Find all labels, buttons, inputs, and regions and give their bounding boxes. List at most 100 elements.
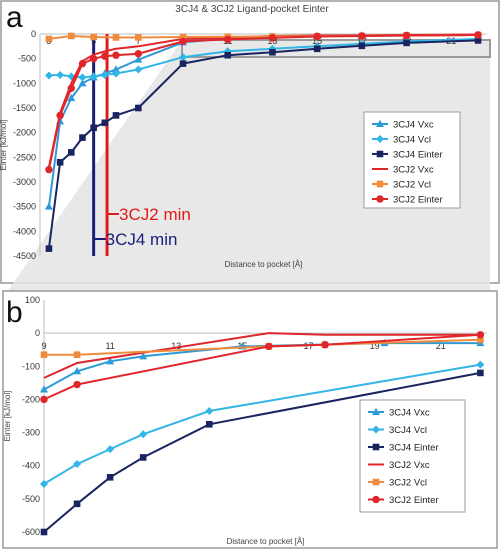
legend-b-label-3cj2-vcl: 3CJ2 Vcl (389, 477, 427, 488)
legend-a-label-3cj2-vxc: 3CJ2 Vxc (393, 164, 434, 175)
chart-a-y-tick: -4500 (13, 251, 36, 261)
chart-b-x-tick: 11 (105, 341, 114, 351)
panel-a-letter: a (6, 1, 23, 34)
chart-b-point-3cj4-vcl (40, 479, 48, 488)
legend-b-marker-3cj4-vcl (372, 425, 380, 434)
chart-b-y-tick: -400 (22, 461, 40, 471)
chart-a-point-3cj4-vcl (78, 73, 87, 82)
chart-a-point-3cj2-einter (45, 165, 53, 174)
chart-a-point-3cj4-einter (313, 45, 321, 53)
chart-b-y-tick: 100 (25, 295, 40, 305)
chart-a-point-3cj2-einter (224, 35, 232, 44)
chart-a-y-tick: -2500 (13, 152, 36, 162)
chart-b-y-tick: -500 (22, 494, 40, 504)
chart-b-x-axis-title: Distance to pocket [Å] (227, 537, 305, 546)
chart-a-x-tick: 7 (136, 36, 141, 46)
legend-a-items: 3CJ4 Vxc 3CJ4 Vcl 3CJ4 Einter 3CJ2 Vxc 3CJ2 … (372, 119, 443, 205)
chart-a-point-3cj4-einter (403, 39, 410, 47)
chart-a-annotation-3cj2-min: 3CJ2 min (119, 205, 191, 224)
legend-b-marker-3cj2-einter (372, 495, 380, 504)
chart-b-line-3cj4-vcl (43, 363, 481, 485)
legend-a-marker-3cj2-einter (376, 195, 384, 203)
chart-a-point-3cj4-einter (101, 119, 109, 127)
chart-b-point-3cj4-einter (73, 500, 81, 508)
chart-a-point-3cj2-einter (179, 37, 187, 46)
chart-b-point-3cj4-einter (106, 474, 114, 481)
chart-a-point-3cj2-einter (268, 34, 277, 42)
chart-b-x-tick: 13 (171, 341, 181, 351)
chart-a-y-axis-title: Einter [kJ/mol] (0, 120, 8, 171)
chart-a-point-3cj4-einter (135, 104, 142, 112)
chart-a-y-tick: -3500 (13, 202, 36, 212)
legend-b-label-3cj4-vcl: 3CJ4 Vcl (389, 425, 427, 436)
chart-b-point-3cj2-vcl (477, 336, 484, 344)
chart-a-y-tick: -3000 (13, 177, 36, 187)
chart-a-x-tick: 15 (312, 36, 322, 46)
legend-b-items: 3CJ4 Vxc 3CJ4 Vcl 3CJ4 Einter 3CJ2 Vxc 3CJ2 … (368, 407, 439, 506)
chart-b-line-3cj4-einter (43, 371, 481, 533)
chart-a-y-tick: -500 (18, 54, 36, 64)
legend-b-label-3cj4-einter: 3CJ4 Einter (389, 442, 439, 453)
chart-a-point-3cj2-vcl (135, 34, 142, 41)
legend-a (363, 111, 461, 209)
legend-a-marker-3cj4-einter (376, 150, 384, 158)
chart-b-point-3cj4-einter (477, 369, 484, 377)
legend-a-label-3cj2-vcl: 3CJ2 Vcl (393, 179, 431, 190)
chart-b-point-3cj4-vxc (139, 352, 148, 360)
legend-b-marker-3cj4-vxc (372, 407, 380, 415)
chart-a-annotation-3cj4-min: 3CJ4 min (106, 230, 178, 249)
chart-a-point-3cj2-vcl (112, 34, 120, 41)
chart-b-point-3cj4-vxc (40, 385, 48, 393)
chart-b-x-tick: 19 (370, 341, 380, 351)
zoom-connector (7, 40, 490, 292)
chart-a-point-3cj4-vxc (44, 202, 53, 210)
chart-a-point-3cj4-einter (224, 51, 232, 59)
chart-a-point-3cj2-vcl (45, 35, 53, 43)
chart-a-point-3cj4-vxc (67, 93, 76, 102)
chart-a-y-tick: -4000 (13, 226, 36, 236)
chart-a-point-3cj4-vxc (78, 79, 87, 87)
chart-b-point-3cj4-vxc (106, 357, 115, 365)
chart-a-point-3cj4-einter (79, 134, 86, 141)
legend-b-marker-3cj2-vcl (372, 478, 380, 486)
legend-a-label-3cj2-einter: 3CJ2 Einter (393, 194, 443, 205)
chart-a-title: 3CJ4 & 3CJ2 Ligand-pocket Einter (175, 4, 329, 15)
chart-a-point-3cj4-vcl (89, 72, 98, 81)
chart-a-point-3cj2-einter (313, 32, 321, 41)
chart-b-point-3cj2-einter (73, 380, 81, 389)
chart-a-point-3cj4-vcl (56, 70, 65, 79)
legend-b-label-3cj2-vxc: 3CJ2 Vxc (389, 460, 430, 471)
zoom-region-box (181, 39, 491, 58)
chart-a-x-axis-title: Distance to pocket [Å] (225, 260, 303, 269)
chart-a-y-tick: -2000 (13, 128, 36, 138)
chart-b-point-3cj2-vcl (40, 351, 48, 358)
chart-b-y-tick: -100 (22, 361, 40, 371)
legend-b-label-3cj2-einter: 3CJ2 Einter (389, 495, 439, 506)
chart-b-y-axis-title: Einter [kJ/mol] (3, 391, 12, 442)
chart-a-point-3cj4-vcl (134, 65, 143, 74)
chart-b-point-3cj4-vcl (205, 407, 214, 416)
legend-a-marker-3cj2-vcl (376, 180, 384, 188)
chart-b: 91113151719211000-100-200-300-400-500-60… (3, 295, 487, 546)
chart-b-point-3cj4-vcl (106, 445, 115, 454)
chart-a-point-3cj2-einter (474, 31, 482, 39)
chart-a-point-3cj4-vxc (111, 65, 120, 73)
chart-a-point-3cj4-einter (474, 37, 482, 44)
legend-b (359, 399, 466, 513)
chart-b-y-tick: -600 (22, 527, 40, 537)
chart-a-point-3cj4-vcl (111, 69, 120, 78)
chart-a-point-3cj2-einter (56, 111, 64, 120)
chart-a-point-3cj4-vcl (179, 53, 188, 62)
chart-b-point-3cj2-einter (476, 331, 485, 339)
chart-a-point-3cj2-einter (101, 52, 109, 60)
chart-a-point-3cj4-einter (90, 124, 97, 132)
chart-a-point-3cj2-einter (67, 84, 75, 92)
chart-a-y-tick: 0 (31, 29, 36, 39)
chart-b-point-3cj4-vcl (139, 430, 148, 439)
chart-a-point-3cj2-einter (134, 50, 143, 58)
legend-a-marker-3cj4-vxc (376, 119, 384, 127)
chart-b-point-3cj4-vcl (73, 460, 82, 469)
chart-a-point-3cj2-vcl (67, 32, 75, 40)
legend-a-marker-3cj4-vcl (376, 135, 384, 143)
chart-a-point-3cj2-einter (358, 32, 366, 40)
